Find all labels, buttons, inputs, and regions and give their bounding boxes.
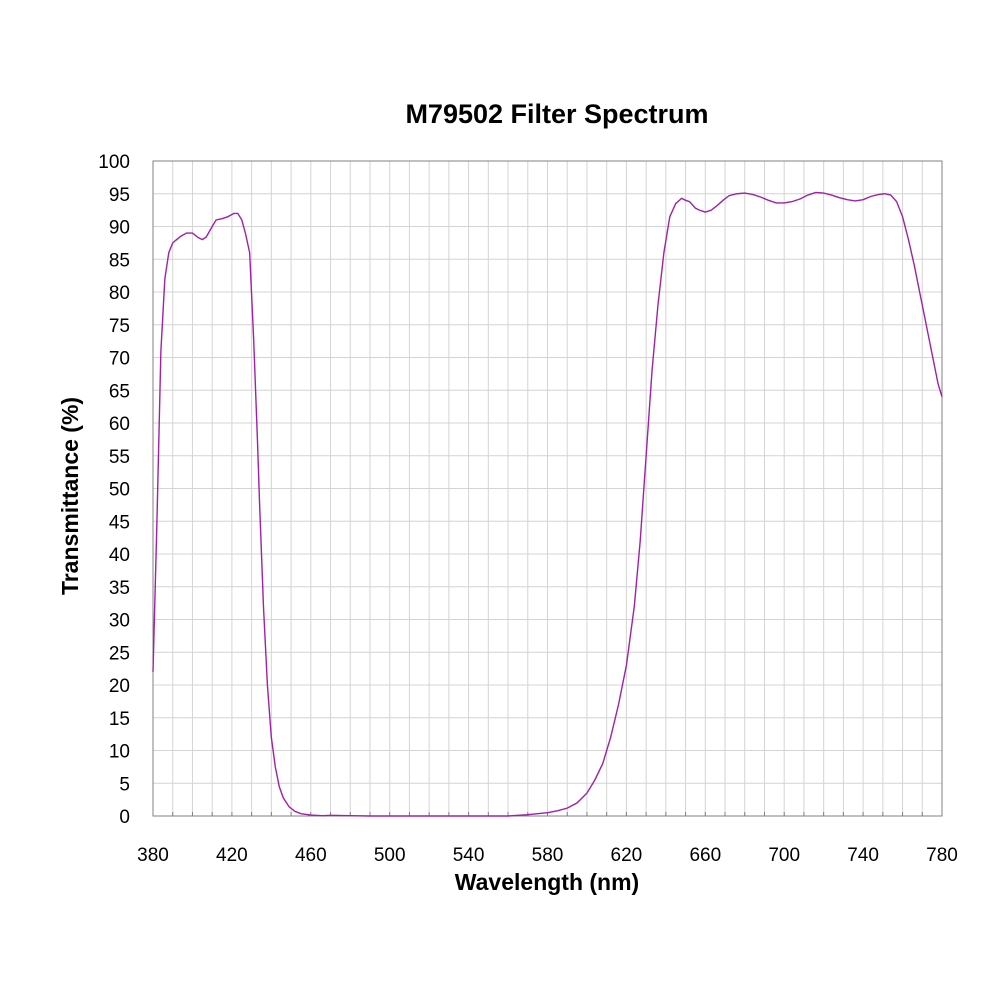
plot-area-frame bbox=[152, 160, 943, 817]
x-tick-label: 540 bbox=[453, 845, 485, 866]
y-tick-label: 75 bbox=[109, 316, 130, 337]
y-tick-label: 90 bbox=[109, 218, 130, 239]
x-tick-label: 700 bbox=[768, 845, 800, 866]
y-tick-label: 15 bbox=[109, 709, 130, 730]
y-tick-label: 5 bbox=[119, 774, 130, 795]
y-tick-label: 60 bbox=[109, 414, 130, 435]
y-tick-label: 10 bbox=[109, 742, 130, 763]
y-tick-label: 85 bbox=[109, 250, 130, 271]
x-tick-label: 460 bbox=[295, 845, 327, 866]
y-tick-label: 55 bbox=[109, 447, 130, 468]
y-axis-title: Transmittance (%) bbox=[57, 397, 83, 595]
y-tick-label: 25 bbox=[109, 643, 130, 664]
y-tick-label: 40 bbox=[109, 545, 130, 566]
y-tick-label: 30 bbox=[109, 611, 130, 632]
chart-title: M79502 Filter Spectrum bbox=[405, 99, 708, 129]
y-tick-label: 0 bbox=[119, 807, 130, 828]
y-tick-label: 95 bbox=[109, 185, 130, 206]
x-tick-label: 380 bbox=[137, 845, 169, 866]
x-tick-label: 780 bbox=[926, 845, 958, 866]
y-tick-label: 45 bbox=[109, 512, 130, 533]
y-tick-label: 70 bbox=[109, 349, 130, 370]
y-tick-label: 65 bbox=[109, 381, 130, 402]
y-tick-label: 50 bbox=[109, 480, 130, 501]
transmittance-series-line bbox=[152, 191, 943, 817]
x-tick-label: 420 bbox=[216, 845, 248, 866]
y-tick-label: 20 bbox=[109, 676, 130, 697]
y-tick-label: 35 bbox=[109, 578, 130, 599]
y-tick-label: 100 bbox=[98, 152, 130, 173]
grid bbox=[152, 161, 943, 816]
x-tick-label: 660 bbox=[689, 845, 721, 866]
y-axis-tick-labels: 0 5 10 15 20 25 30 35 40 45 50 55 60 65 70 75 80 85 90 95 10… bbox=[98, 152, 130, 828]
x-axis-title: Wavelength (nm) bbox=[455, 869, 639, 895]
x-tick-label: 580 bbox=[532, 845, 564, 866]
x-tick-label: 620 bbox=[611, 845, 643, 866]
x-axis-tick-labels: 380 420 460 500 540 580 620 660 700 740 780 bbox=[137, 845, 958, 866]
x-tick-label: 500 bbox=[374, 845, 406, 866]
y-tick-label: 80 bbox=[109, 283, 130, 304]
x-tick-label: 740 bbox=[847, 845, 879, 866]
